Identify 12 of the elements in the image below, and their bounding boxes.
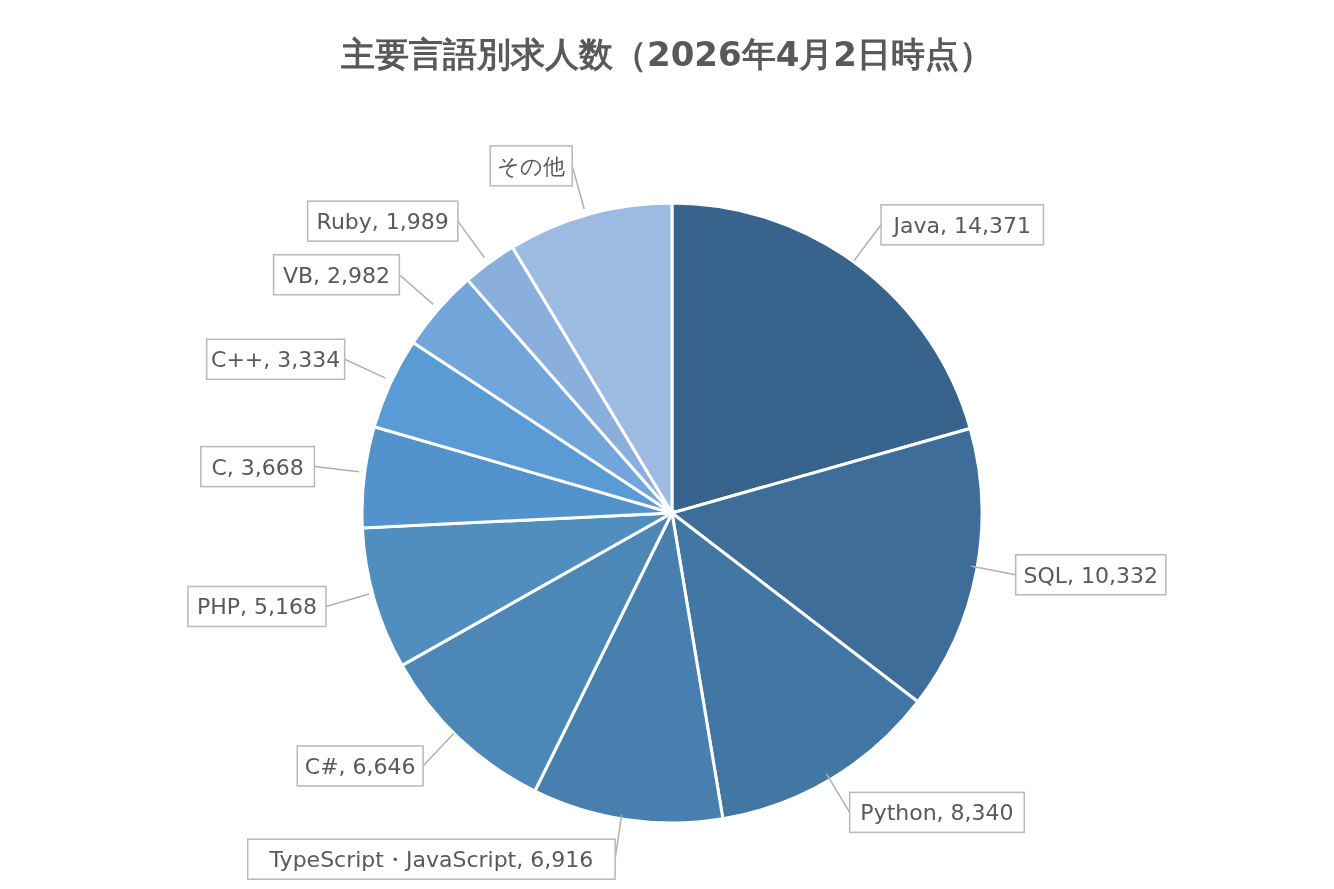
slice-label: C#, 6,646 <box>304 753 416 779</box>
slice-label: Python, 8,340 <box>860 800 1014 826</box>
slice-label: Ruby, 1,989 <box>316 209 449 235</box>
slice-label: VB, 2,982 <box>282 262 391 288</box>
slice-label: SQL, 10,332 <box>1023 562 1159 588</box>
slice-label: C++, 3,334 <box>211 347 341 373</box>
chart-title: 主要言語別求人数（2026年4月2日時点） <box>340 34 993 74</box>
slice-label: C, 3,668 <box>211 454 304 480</box>
slice-label: PHP, 5,168 <box>196 594 317 620</box>
slice-label: Java, 14,371 <box>891 212 1031 238</box>
slice-label: その他 <box>497 153 566 179</box>
slice-label: TypeScript・JavaScript, 6,916 <box>268 847 594 873</box>
